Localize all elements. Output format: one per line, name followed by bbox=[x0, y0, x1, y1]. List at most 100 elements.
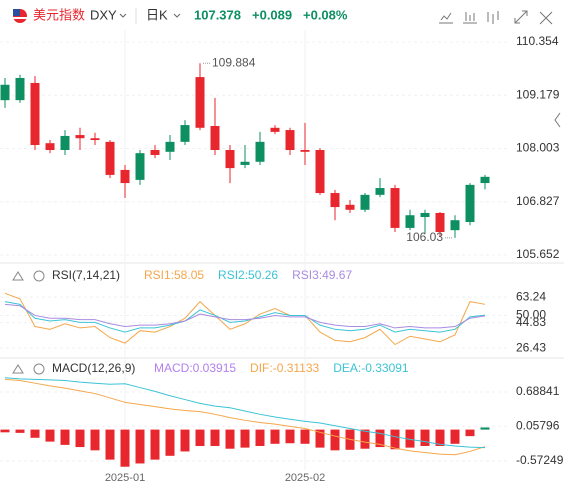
candle-body bbox=[195, 77, 205, 128]
macd-bar bbox=[375, 429, 385, 448]
candle-body bbox=[315, 149, 325, 194]
macd-bar bbox=[30, 429, 40, 438]
candle-body bbox=[465, 184, 475, 223]
macd-bar bbox=[120, 429, 130, 467]
change: +0.089 bbox=[252, 7, 292, 22]
flag-icon bbox=[13, 9, 27, 23]
period[interactable]: 日K bbox=[146, 7, 168, 22]
candle-body bbox=[90, 138, 100, 141]
macd-bar bbox=[90, 429, 100, 451]
candle-body bbox=[225, 149, 235, 169]
x-tick-label: 2025-02 bbox=[285, 472, 325, 484]
macd-bar bbox=[240, 429, 250, 448]
toolbar bbox=[439, 10, 561, 128]
candle-body bbox=[345, 204, 355, 210]
macd-bar bbox=[225, 429, 235, 449]
candle-body bbox=[210, 125, 220, 150]
candle-body bbox=[300, 149, 310, 152]
candle-body bbox=[360, 194, 370, 210]
macd-bar bbox=[315, 429, 325, 448]
y-tick-label: 110.354 bbox=[516, 34, 559, 48]
candle-body bbox=[60, 135, 70, 150]
macd-bar bbox=[255, 429, 265, 446]
candle-body bbox=[120, 169, 130, 184]
legend-label: DIF:-0.31133 bbox=[250, 361, 319, 375]
macd-bar bbox=[15, 429, 25, 433]
y-tick-label: 0.05796 bbox=[516, 419, 560, 433]
panel-title: RSI(7,14,21) bbox=[52, 268, 120, 282]
dropdown-icon[interactable] bbox=[173, 13, 181, 18]
candle-body bbox=[30, 82, 40, 146]
macd-bar bbox=[165, 429, 175, 456]
change-pct: +0.08% bbox=[303, 7, 348, 22]
panel-icons bbox=[12, 270, 45, 375]
collapse-icon[interactable] bbox=[12, 364, 24, 374]
dropdown-icon[interactable] bbox=[119, 13, 127, 18]
legend-label: MACD:0.03915 bbox=[154, 361, 236, 375]
candle-body bbox=[0, 84, 10, 101]
tool-icon[interactable] bbox=[487, 11, 499, 24]
macd-bar bbox=[450, 429, 460, 444]
candle-body bbox=[390, 188, 400, 228]
candle-body bbox=[150, 149, 160, 155]
legend-label: RSI3:49.67 bbox=[292, 268, 352, 282]
macd-bar bbox=[285, 429, 295, 444]
index-name: 美元指数 bbox=[33, 7, 85, 22]
candle-body bbox=[240, 161, 250, 165]
collapse-icon[interactable] bbox=[554, 112, 561, 128]
candle-body bbox=[255, 141, 265, 162]
macd-bar bbox=[105, 429, 115, 460]
rsi-line bbox=[4, 301, 486, 333]
tool-icon[interactable] bbox=[539, 11, 553, 25]
candle-body bbox=[450, 220, 460, 231]
macd-bar bbox=[270, 429, 280, 444]
y-tick-label: 0.68841 bbox=[516, 384, 560, 398]
macd-bar bbox=[210, 429, 220, 446]
macd-line bbox=[4, 378, 486, 456]
x-tick-label: 2025-01 bbox=[105, 472, 145, 484]
settings-icon[interactable] bbox=[33, 363, 45, 375]
candle-body bbox=[480, 176, 490, 184]
candle-body bbox=[75, 135, 85, 139]
tool-icon[interactable] bbox=[439, 12, 453, 24]
macd-bar bbox=[465, 429, 475, 437]
macd-bar bbox=[135, 429, 145, 464]
y-tick-label: -0.57249 bbox=[516, 453, 564, 467]
candle-body bbox=[105, 141, 115, 175]
candle-body bbox=[135, 153, 145, 180]
macd-bar bbox=[405, 429, 415, 448]
macd-bar bbox=[390, 429, 400, 450]
macd-bar bbox=[180, 429, 190, 452]
legend-label: DEA:-0.33091 bbox=[333, 361, 409, 375]
legend-label: RSI1:58.05 bbox=[144, 268, 204, 282]
macd-bar bbox=[435, 429, 445, 446]
collapse-icon[interactable] bbox=[12, 271, 24, 281]
macd-bar bbox=[195, 429, 205, 446]
tool-icon[interactable] bbox=[514, 10, 528, 24]
y-tick-label: 44.83 bbox=[516, 315, 546, 329]
candle-body bbox=[405, 215, 415, 228]
candle-body bbox=[375, 188, 385, 195]
y-tick-label: 26.43 bbox=[516, 340, 546, 354]
low-label: 106.03 bbox=[406, 230, 443, 244]
rsi-line bbox=[4, 292, 486, 346]
tool-icon[interactable] bbox=[463, 12, 477, 24]
candle-body bbox=[330, 193, 340, 208]
macd-bar bbox=[420, 429, 430, 446]
macd-bar bbox=[330, 429, 340, 451]
y-tick-label: 50.00 bbox=[516, 308, 546, 322]
candle-body bbox=[165, 141, 175, 152]
symbol[interactable]: DXY bbox=[90, 7, 117, 22]
price: 107.378 bbox=[194, 7, 241, 22]
macd-bar bbox=[360, 429, 370, 449]
settings-icon[interactable] bbox=[33, 270, 45, 282]
macd-line bbox=[4, 377, 486, 449]
y-tick-label: 108.003 bbox=[516, 141, 560, 155]
macd-bar bbox=[150, 429, 160, 460]
candle-body bbox=[420, 212, 430, 218]
candle-body bbox=[180, 125, 190, 142]
legend-label: RSI2:50.26 bbox=[218, 268, 278, 282]
y-tick-label: 105.652 bbox=[516, 247, 560, 261]
y-tick-label: 63.24 bbox=[516, 289, 546, 303]
